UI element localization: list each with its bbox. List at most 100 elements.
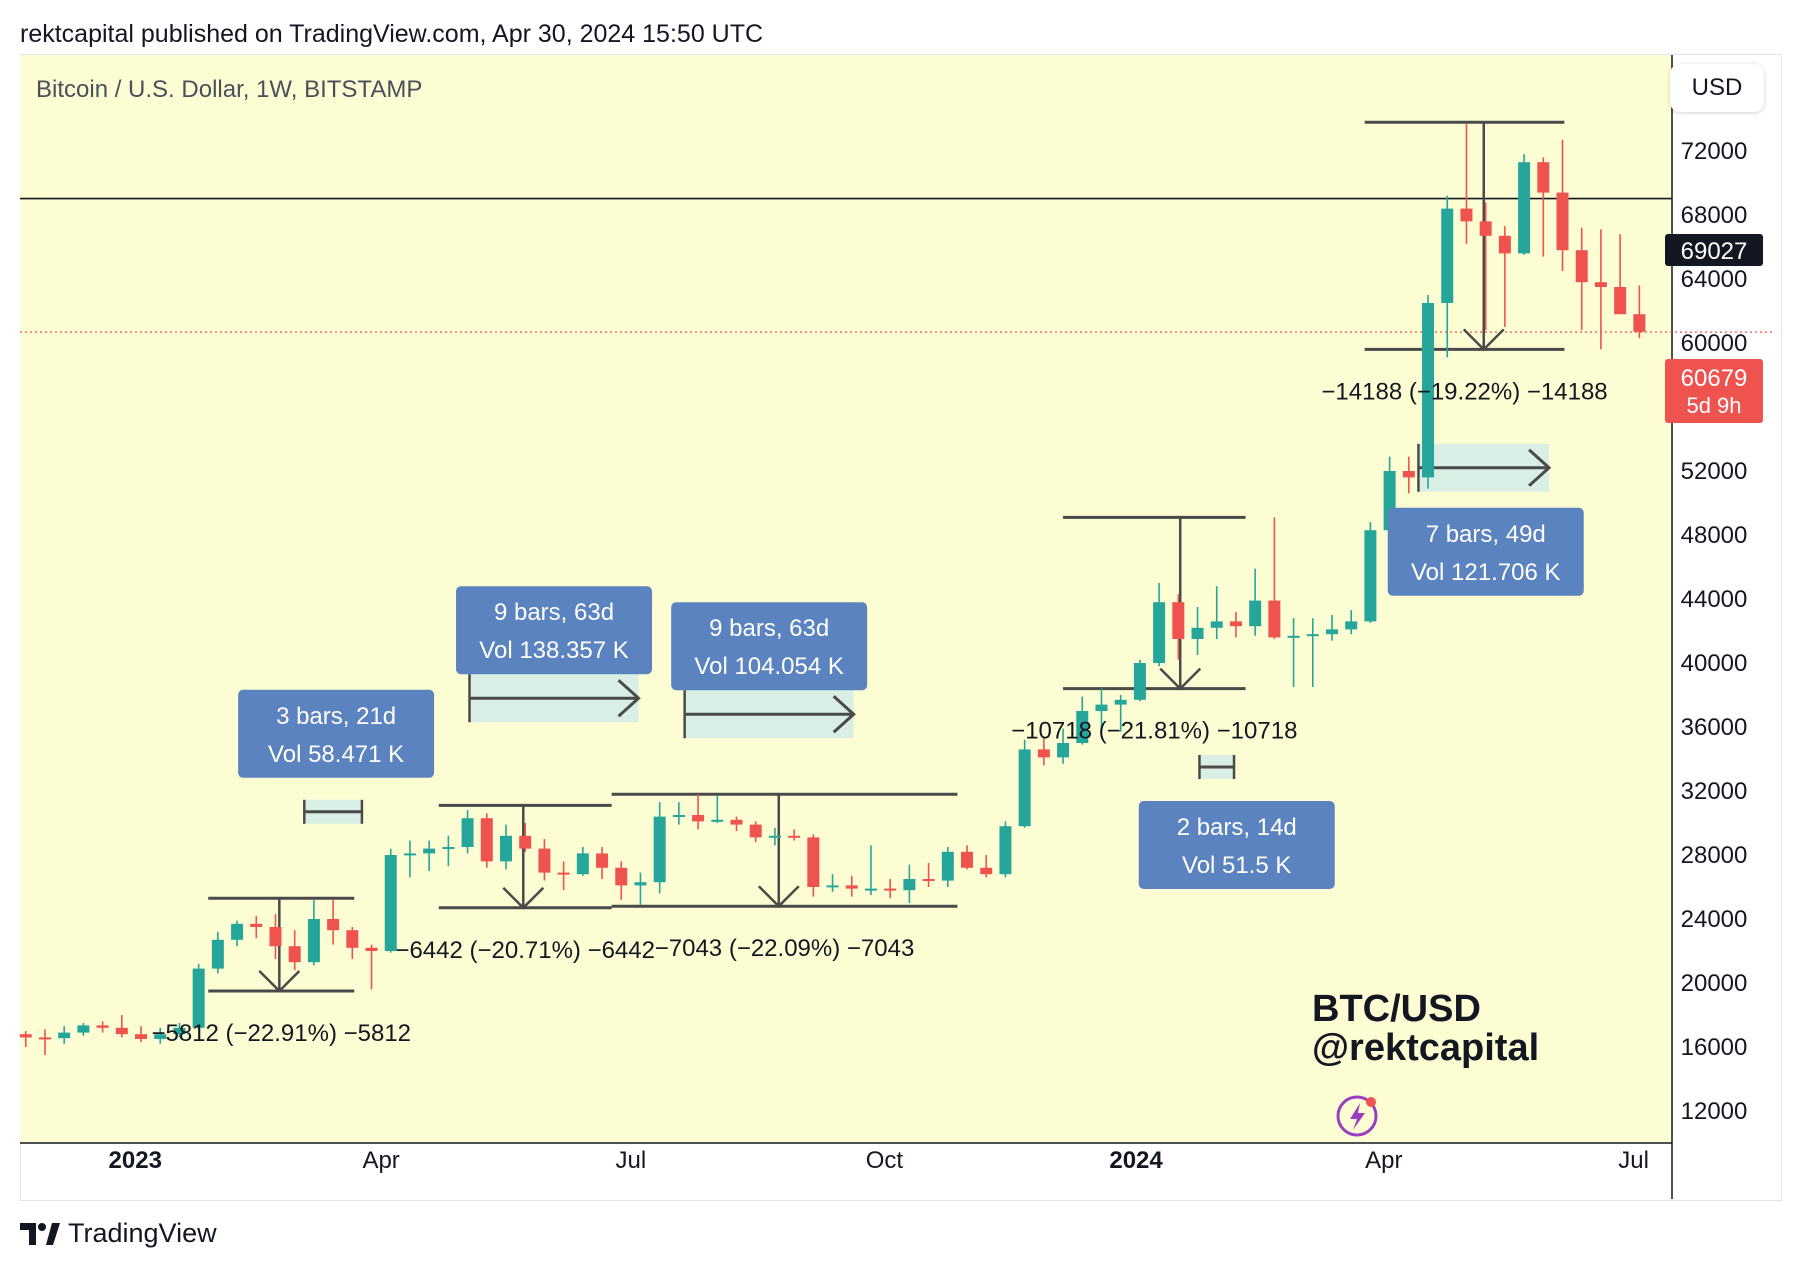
candle-body [173,1027,186,1035]
candle-body [480,818,493,862]
range-label-bars: 3 bars, 21d [276,703,396,730]
candle-body [1172,602,1185,639]
candle-body [1191,627,1204,639]
x-tick-label: Oct [866,1147,904,1174]
candle-body [864,888,877,891]
y-tick-label: 28000 [1681,842,1748,869]
candle-body [1556,192,1569,251]
tradingview-logo[interactable]: TradingView [20,1218,217,1249]
candle-body [211,939,224,969]
candle-body [135,1034,148,1039]
candle-body [1633,314,1646,332]
candle-body [1441,208,1454,303]
candle-body [903,879,916,891]
x-tick-label: Apr [362,1147,399,1174]
candle-body [499,835,512,862]
candle-body [1153,602,1166,663]
candle-body [327,919,340,931]
price-tags: 69027 60679 5d 9h [1665,234,1763,423]
measure-arrow-head [258,970,301,993]
candle-body [615,867,628,886]
candle-body [1345,621,1358,630]
y-tick-label: 64000 [1681,266,1748,293]
candle-body [1479,221,1492,236]
candle-body [231,923,244,940]
candle-body [19,1034,32,1038]
y-tick-label: 36000 [1681,714,1748,741]
countdown-label: 5d 9h [1686,393,1741,418]
candle-body [58,1032,71,1039]
measure-arrow-head [1462,328,1505,352]
x-tick-label: Jul [1618,1147,1649,1174]
y-tick-label: 52000 [1681,458,1748,485]
candle-body [1095,704,1108,711]
range-label-bars: 7 bars, 49d [1426,521,1546,548]
y-tick-label: 40000 [1681,650,1748,677]
level-tag-box [1665,234,1763,266]
range-label-bars: 2 bars, 14d [1177,814,1297,841]
tradingview-brand: TradingView [68,1218,217,1248]
candle-body [1306,634,1319,637]
candle-body [749,824,762,838]
candle-body [538,848,551,873]
candle-body [941,851,954,881]
range-label-volume: Vol 121.706 K [1411,559,1560,586]
candle-body [38,1037,51,1040]
candle-body [288,946,301,963]
range-label-box [1387,507,1584,596]
currency-button[interactable]: USD [1670,64,1764,112]
candle-body [922,879,935,881]
range-label-box [1138,801,1335,889]
candle-body [1133,663,1146,700]
range-label-volume: Vol 104.054 K [694,653,843,680]
range-label-box [671,602,868,691]
candle-body [826,885,839,888]
y-tick-label: 12000 [1681,1098,1748,1125]
candle-body [1518,162,1531,254]
candle-body [1018,749,1031,827]
candle-body [1325,629,1338,635]
candle-body [519,835,532,849]
candle-body [788,835,801,838]
candle-body [1287,635,1300,638]
candle-body [1402,471,1415,478]
publisher-line: rektcapital published on TradingView.com… [20,20,764,48]
y-tick-label: 24000 [1681,906,1748,933]
time-axis[interactable]: 2023 Apr Jul Oct 2024 Apr Jul [109,1147,1649,1174]
reference-lines [20,197,1772,333]
bolt-icon [1336,1095,1378,1137]
candle-body [1575,250,1588,283]
y-tick-label: 16000 [1681,1034,1748,1061]
watermark: BTC/USD @rektcapital [1312,988,1539,1137]
candle-body [980,867,993,875]
candle-body [634,882,647,886]
candle-body [461,818,474,847]
candle-body [154,1034,167,1039]
measure-label: −7043 (−22.09%) −7043 [655,935,915,962]
candles [19,123,1646,1055]
x-tick-label: Apr [1365,1147,1402,1174]
candle-body [1460,208,1473,222]
range-arrow-head [617,679,641,718]
candle-body [1364,530,1377,622]
candle-body [192,968,205,1028]
current-price-label: 60679 [1681,365,1748,392]
x-tick-label: Jul [616,1147,647,1174]
candle-body [711,819,724,822]
candle-body [692,815,705,822]
y-tick-label: 48000 [1681,522,1748,549]
candle-body [1537,162,1550,193]
candle-body [1249,600,1262,627]
y-tick-label: 44000 [1681,586,1748,613]
watermark-line-1: BTC/USD [1312,988,1481,1030]
measure-arrow-head [502,886,545,910]
candle-body [1614,287,1627,315]
y-tick-label: 72000 [1681,138,1748,165]
candle-body [1037,749,1050,758]
candle-body [557,872,570,875]
current-price-tag-box [1665,359,1763,423]
candle-body [807,837,820,887]
candle-body [1422,303,1435,478]
symbol-line: Bitcoin / U.S. Dollar, 1W, BITSTAMP [36,76,423,103]
